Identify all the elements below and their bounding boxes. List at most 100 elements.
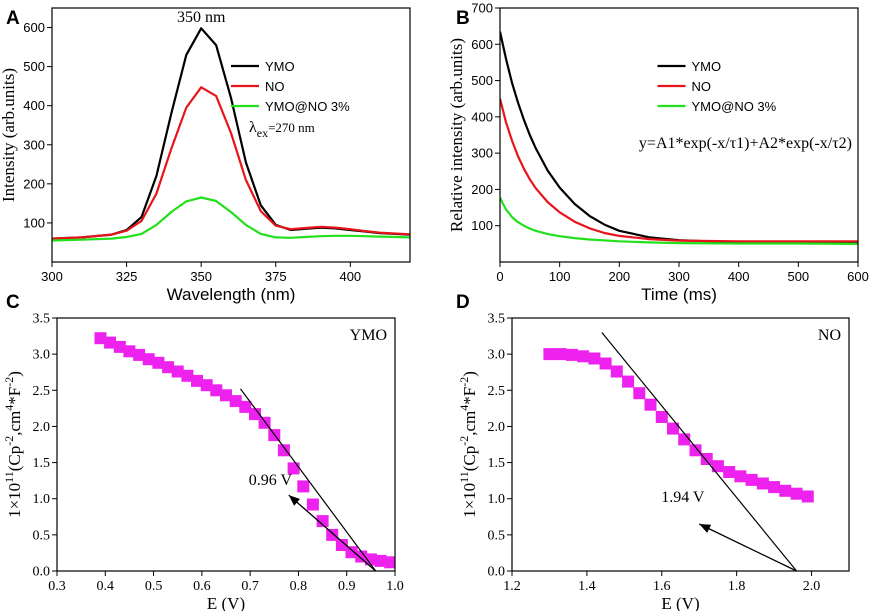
arrow-line xyxy=(698,523,797,572)
y-axis-title: Relative intensity (arb.units) xyxy=(447,38,466,232)
x-tick-label: 500 xyxy=(787,269,809,284)
y-tick-label: 0.5 xyxy=(488,528,506,543)
legend-label-2: NO xyxy=(265,79,285,94)
y-tick-label: 3.0 xyxy=(488,348,506,363)
data-marker xyxy=(723,466,736,478)
x-axis-title: E (V) xyxy=(207,594,245,611)
y-tick-label: 0.0 xyxy=(33,565,51,580)
data-marker xyxy=(113,340,126,353)
plot-frame-b xyxy=(499,7,859,263)
arrow-value-label: 1.94 V xyxy=(661,489,705,506)
data-marker xyxy=(633,387,646,400)
x-tick-label: 300 xyxy=(41,269,63,284)
data-marker xyxy=(790,487,803,500)
sample-label: YMO xyxy=(350,327,387,344)
arrow-line xyxy=(288,494,377,572)
plot-area-a xyxy=(52,27,410,242)
data-marker xyxy=(162,361,175,374)
series-line-2 xyxy=(500,98,858,243)
data-marker xyxy=(711,460,724,473)
panel-label-d: D xyxy=(456,292,470,313)
plot-area-b xyxy=(500,31,858,245)
x-tick-label: 1.8 xyxy=(728,579,746,594)
y-tick-label: 300 xyxy=(471,146,493,161)
data-marker xyxy=(191,374,203,387)
ylabel-body-3: *F xyxy=(5,387,24,405)
plot-frame-c xyxy=(56,317,396,572)
x-tick-label: 0.5 xyxy=(145,579,163,594)
y-tick-label: 2.0 xyxy=(488,420,506,435)
data-marker xyxy=(384,556,395,569)
data-marker xyxy=(152,356,165,369)
plot-area-c xyxy=(94,332,395,571)
data-marker xyxy=(577,350,590,363)
arrow-head xyxy=(699,524,712,533)
data-marker xyxy=(123,345,136,358)
fit-equation: y=A1*exp(-x/τ1)+A2*exp(-x/τ2) xyxy=(639,135,852,152)
data-marker xyxy=(355,550,368,563)
x-tick-label: 375 xyxy=(265,269,287,284)
legend-label-1: YMO xyxy=(265,59,295,74)
data-marker xyxy=(335,539,348,551)
series-line-3 xyxy=(500,196,858,245)
legend-label-3: YMO@NO 3% xyxy=(265,99,350,114)
x-axis-title: Time (ms) xyxy=(641,285,717,304)
excitation-annotation: λex=270 nm xyxy=(249,119,315,140)
y-tick-label: 3.0 xyxy=(33,348,51,363)
data-marker xyxy=(220,389,232,402)
y-tick-label: 1.5 xyxy=(488,456,506,471)
ylabel-body-1: (Cp xyxy=(460,446,479,472)
y-tick-label: 2.5 xyxy=(33,384,51,399)
legend-label-1: YMO xyxy=(692,59,722,74)
plot-frame-d xyxy=(511,317,850,572)
y-tick-label: 1.0 xyxy=(33,492,51,507)
y-tick-label: 1.5 xyxy=(33,456,51,471)
x-tick-label: 0.6 xyxy=(193,579,211,594)
panel-label-c: C xyxy=(6,292,20,313)
data-marker xyxy=(239,400,252,413)
data-marker xyxy=(667,422,679,435)
data-marker xyxy=(801,490,814,503)
x-tick-label: 350 xyxy=(190,269,212,284)
panel-c: C 0.3 0.4 0.5 0.6 0.7 0.8 0.9 1.0 0.0 0.5 1.0 1.5 2.0… xyxy=(2,292,404,611)
ylabel-body-2: ,cm xyxy=(5,411,24,436)
ylabel-exp-4: -2 xyxy=(457,377,471,387)
y-tick-label: 700 xyxy=(471,1,493,16)
sample-label: NO xyxy=(818,327,841,344)
y-tick-label: 500 xyxy=(471,73,493,88)
data-marker xyxy=(554,348,567,361)
y-tick-label: 400 xyxy=(23,98,45,113)
panel-b: B 0 100 200 300 400 500 600 100 200 300 400 500 600 70… xyxy=(447,1,869,305)
tangent-line xyxy=(240,388,377,571)
ylabel-exp-3: 4 xyxy=(2,405,16,411)
panel-label-a: A xyxy=(6,8,20,29)
data-marker xyxy=(689,444,702,457)
data-marker xyxy=(249,408,261,421)
x-tick-label: 0.3 xyxy=(48,579,66,594)
data-marker xyxy=(306,498,319,511)
x-tick-label: 1.2 xyxy=(503,579,521,594)
ylabel-exp-1: 11 xyxy=(457,471,471,483)
x-tick-label: 1.6 xyxy=(653,579,671,594)
data-marker xyxy=(345,546,358,559)
x-tick-label: 100 xyxy=(549,269,571,284)
y-tick-label: 300 xyxy=(23,137,45,152)
y-tick-label: 200 xyxy=(23,176,45,191)
ylabel-exp-1: 11 xyxy=(2,471,16,483)
ylabel-exp-3: 4 xyxy=(457,405,471,411)
data-marker xyxy=(229,395,242,408)
data-marker xyxy=(210,384,223,397)
ylabel-exp-4: -2 xyxy=(2,377,16,387)
data-marker xyxy=(374,554,387,567)
panel-label-b: B xyxy=(456,8,470,29)
y-tick-label: 200 xyxy=(471,182,493,197)
excitation-value: =270 nm xyxy=(268,120,315,135)
tangent-line xyxy=(601,332,798,571)
ylabel-body-3: *F xyxy=(460,387,479,405)
data-marker xyxy=(326,528,339,541)
series-line-2 xyxy=(52,86,410,240)
data-marker xyxy=(700,453,713,465)
plot-frame-a xyxy=(51,7,411,263)
ylabel-body-1: (Cp xyxy=(5,446,24,472)
